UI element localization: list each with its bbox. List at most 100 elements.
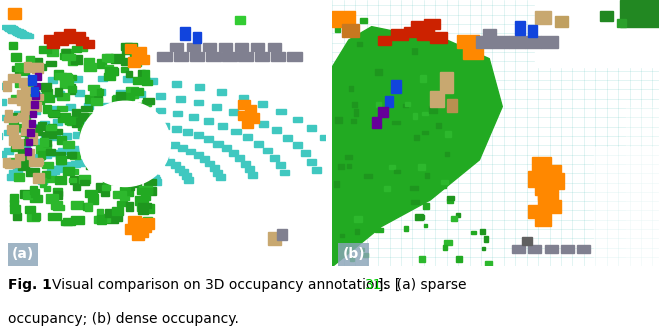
- Text: ].  (a) sparse: ]. (a) sparse: [378, 278, 467, 292]
- Bar: [451, 216, 457, 221]
- Bar: [480, 229, 485, 234]
- Bar: [130, 133, 139, 139]
- Bar: [89, 195, 98, 204]
- Bar: [216, 174, 225, 180]
- Bar: [102, 145, 112, 151]
- Bar: [51, 202, 61, 209]
- Bar: [26, 56, 34, 62]
- Bar: [109, 171, 120, 176]
- Bar: [44, 186, 50, 191]
- Bar: [30, 111, 36, 117]
- Bar: [46, 149, 56, 155]
- Bar: [96, 131, 105, 137]
- Bar: [411, 200, 419, 204]
- Bar: [136, 220, 144, 225]
- Bar: [58, 93, 69, 100]
- Bar: [79, 114, 87, 120]
- Bar: [106, 54, 113, 62]
- Bar: [358, 42, 362, 46]
- Bar: [335, 117, 342, 122]
- Bar: [135, 47, 146, 56]
- Bar: [42, 162, 53, 168]
- Bar: [411, 21, 427, 32]
- Bar: [85, 131, 93, 137]
- Bar: [245, 105, 256, 115]
- Bar: [106, 123, 115, 131]
- Bar: [391, 207, 397, 211]
- Bar: [116, 92, 124, 100]
- Bar: [73, 183, 80, 190]
- Bar: [9, 170, 19, 176]
- Bar: [420, 75, 426, 81]
- Bar: [30, 195, 42, 202]
- Bar: [68, 86, 76, 92]
- Bar: [485, 261, 492, 266]
- Bar: [46, 40, 54, 48]
- Bar: [194, 152, 203, 158]
- Bar: [84, 130, 93, 136]
- Bar: [151, 177, 160, 183]
- Ellipse shape: [80, 101, 171, 187]
- Bar: [13, 144, 22, 150]
- Bar: [430, 106, 437, 113]
- Bar: [51, 134, 60, 140]
- Bar: [20, 92, 29, 101]
- Bar: [389, 49, 393, 53]
- Bar: [107, 159, 116, 165]
- Bar: [332, 11, 356, 27]
- Bar: [248, 172, 256, 178]
- Bar: [57, 136, 65, 144]
- Bar: [67, 152, 76, 158]
- Bar: [4, 129, 13, 135]
- Bar: [144, 150, 156, 156]
- Bar: [391, 80, 401, 93]
- Bar: [68, 75, 77, 80]
- Bar: [383, 186, 389, 191]
- Bar: [413, 99, 418, 102]
- Bar: [22, 152, 30, 160]
- Bar: [171, 43, 183, 51]
- Bar: [10, 113, 19, 119]
- Bar: [424, 94, 428, 100]
- Bar: [12, 30, 24, 34]
- Bar: [293, 117, 302, 122]
- Bar: [535, 178, 555, 195]
- Bar: [90, 88, 101, 95]
- Bar: [182, 173, 191, 179]
- Bar: [40, 138, 48, 146]
- Bar: [476, 36, 492, 48]
- Bar: [120, 191, 129, 200]
- Bar: [516, 21, 525, 35]
- Bar: [18, 148, 30, 154]
- Bar: [23, 139, 35, 145]
- Bar: [120, 159, 128, 164]
- Bar: [379, 174, 385, 178]
- Bar: [239, 52, 253, 61]
- Bar: [422, 131, 428, 133]
- Bar: [235, 155, 245, 161]
- Bar: [157, 52, 172, 61]
- Bar: [141, 101, 151, 106]
- Bar: [69, 169, 78, 174]
- Bar: [130, 53, 137, 62]
- Bar: [203, 43, 215, 51]
- Bar: [545, 245, 558, 253]
- Bar: [512, 245, 525, 253]
- Bar: [617, 19, 627, 27]
- Bar: [93, 117, 102, 123]
- Bar: [545, 200, 561, 213]
- Bar: [98, 159, 107, 165]
- Bar: [156, 108, 165, 114]
- Text: 31: 31: [365, 278, 383, 292]
- Bar: [95, 145, 104, 153]
- Bar: [242, 118, 253, 128]
- Bar: [55, 91, 64, 97]
- Bar: [29, 128, 42, 135]
- Bar: [110, 128, 118, 133]
- Bar: [60, 73, 71, 80]
- Bar: [42, 132, 53, 138]
- Bar: [538, 184, 558, 200]
- Bar: [484, 236, 488, 242]
- Bar: [441, 180, 448, 184]
- Bar: [422, 112, 428, 115]
